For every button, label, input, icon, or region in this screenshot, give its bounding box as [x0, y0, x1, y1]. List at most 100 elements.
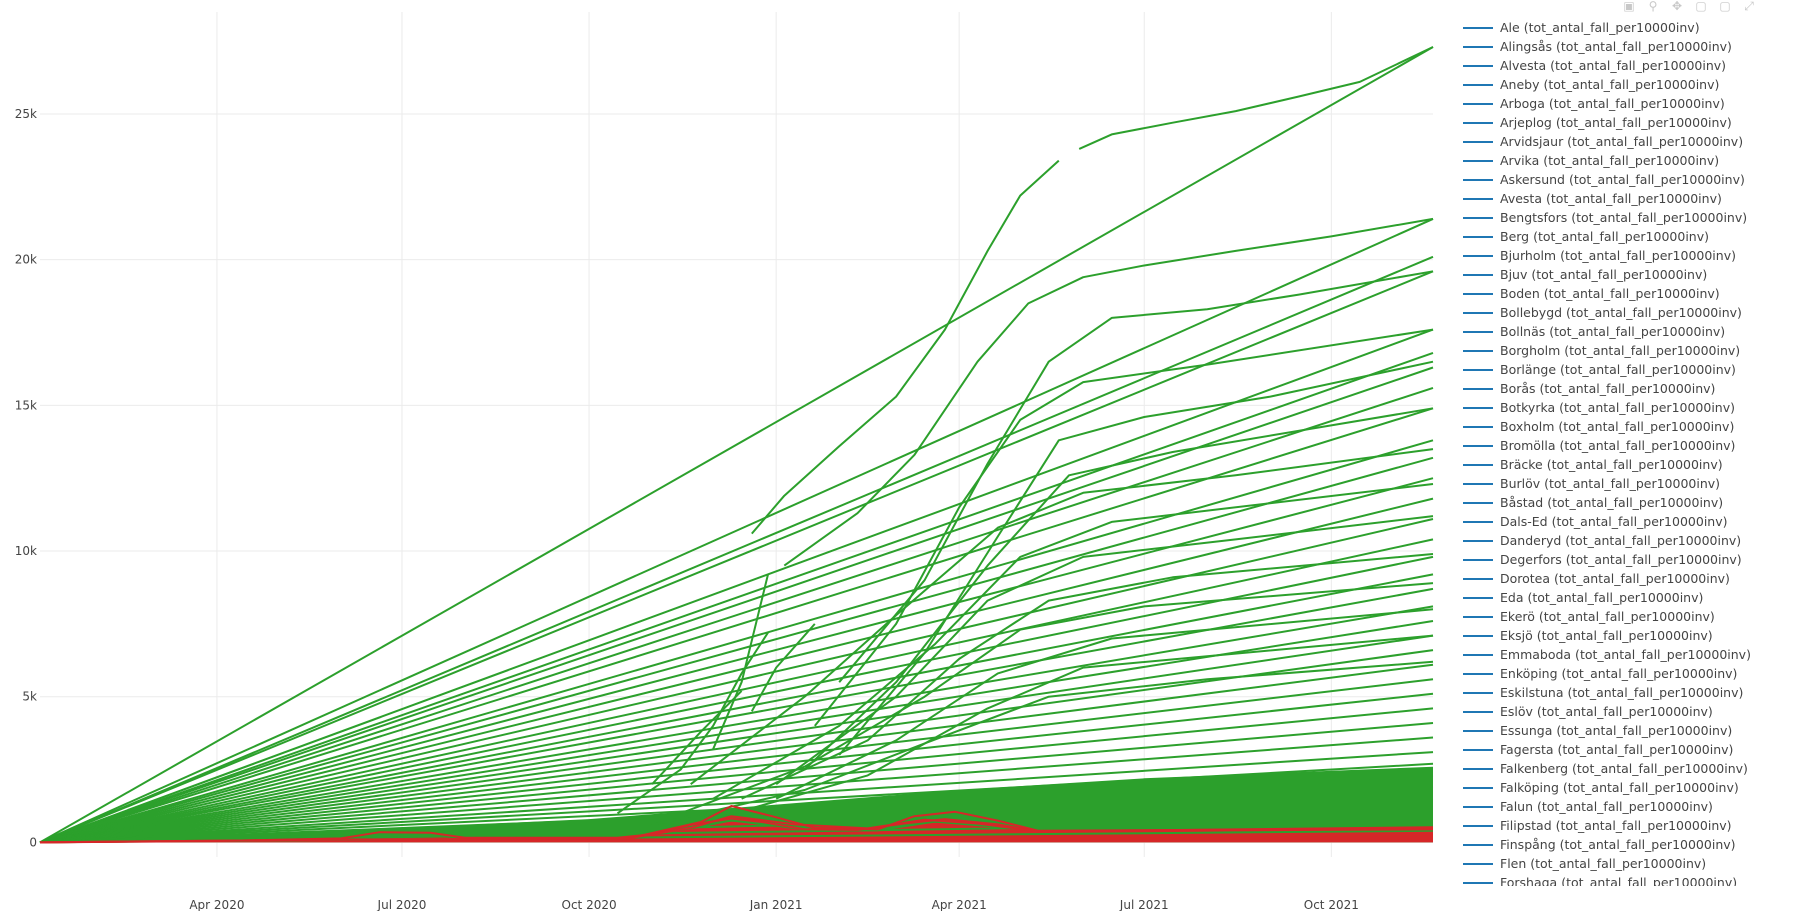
- green-series-line[interactable]: [39, 722, 1434, 844]
- legend-item[interactable]: Falkenberg (tot_antal_fall_per10000inv): [1463, 759, 1748, 778]
- green-series-line[interactable]: [803, 407, 1434, 771]
- legend-item[interactable]: Falun (tot_antal_fall_per10000inv): [1463, 797, 1713, 816]
- legend-item[interactable]: Emmaboda (tot_antal_fall_per10000inv): [1463, 645, 1751, 664]
- camera-icon[interactable]: ▣: [1623, 0, 1635, 13]
- legend-item[interactable]: Danderyd (tot_antal_fall_per10000inv): [1463, 531, 1741, 550]
- green-series-line[interactable]: [39, 255, 1434, 844]
- green-series-line[interactable]: [751, 159, 1060, 535]
- green-series-line[interactable]: [712, 634, 1434, 821]
- legend-item[interactable]: Essunga (tot_antal_fall_per10000inv): [1463, 721, 1732, 740]
- green-series-line[interactable]: [39, 678, 1434, 844]
- legend-item[interactable]: Arvika (tot_antal_fall_per10000inv): [1463, 151, 1719, 170]
- green-series-line[interactable]: [39, 605, 1434, 844]
- pan-icon[interactable]: ✥: [1671, 0, 1683, 13]
- legend-item[interactable]: Borlänge (tot_antal_fall_per10000inv): [1463, 360, 1736, 379]
- legend-item[interactable]: Forshaga (tot_antal_fall_per10000inv): [1463, 873, 1737, 886]
- green-series-line[interactable]: [39, 386, 1434, 844]
- green-series-line[interactable]: [39, 786, 1434, 844]
- green-series-line[interactable]: [39, 573, 1434, 844]
- legend-item[interactable]: Bollebygd (tot_antal_fall_per10000inv): [1463, 303, 1742, 322]
- green-series-line[interactable]: [712, 574, 769, 750]
- green-series-line[interactable]: [690, 448, 1434, 785]
- legend-item[interactable]: Bjuv (tot_antal_fall_per10000inv): [1463, 265, 1707, 284]
- legend-item[interactable]: Arvidsjaur (tot_antal_fall_per10000inv): [1463, 132, 1743, 151]
- green-series-line[interactable]: [39, 692, 1434, 844]
- green-series-line[interactable]: [616, 632, 769, 815]
- green-series-line[interactable]: [39, 538, 1434, 844]
- legend-item[interactable]: Aneby (tot_antal_fall_per10000inv): [1463, 75, 1719, 94]
- legend-item[interactable]: Falköping (tot_antal_fall_per10000inv): [1463, 778, 1739, 797]
- green-series-line[interactable]: [39, 797, 1434, 844]
- legend-item[interactable]: Flen (tot_antal_fall_per10000inv): [1463, 854, 1706, 873]
- green-series-line[interactable]: [39, 270, 1434, 844]
- zoom-out-icon[interactable]: ▢: [1719, 0, 1731, 13]
- green-series-line[interactable]: [39, 774, 1434, 844]
- legend-item[interactable]: Filipstad (tot_antal_fall_per10000inv): [1463, 816, 1732, 835]
- green-series-line[interactable]: [39, 407, 1434, 844]
- green-series-line[interactable]: [651, 690, 743, 785]
- green-series-line[interactable]: [39, 809, 1434, 844]
- green-series-line[interactable]: [712, 483, 1434, 800]
- legend-item[interactable]: Bjurholm (tot_antal_fall_per10000inv): [1463, 246, 1736, 265]
- green-series-line[interactable]: [775, 515, 1434, 786]
- green-series-line[interactable]: [39, 707, 1434, 844]
- autoscale-icon[interactable]: ⤢: [1744, 0, 1754, 13]
- red-series-line[interactable]: [39, 815, 1434, 844]
- legend-item[interactable]: Bollnäs (tot_antal_fall_per10000inv): [1463, 322, 1725, 341]
- green-series-line[interactable]: [39, 555, 1434, 844]
- green-series-line[interactable]: [39, 328, 1434, 844]
- green-series-line[interactable]: [750, 623, 816, 712]
- legend-item[interactable]: Enköping (tot_antal_fall_per10000inv): [1463, 664, 1737, 683]
- legend-item[interactable]: Avesta (tot_antal_fall_per10000inv): [1463, 189, 1722, 208]
- green-series-line[interactable]: [39, 663, 1434, 844]
- legend-item[interactable]: Askersund (tot_antal_fall_per10000inv): [1463, 170, 1745, 189]
- green-series-line[interactable]: [39, 634, 1434, 844]
- green-series-line[interactable]: [39, 217, 1434, 844]
- zoom-icon[interactable]: ⚲: [1648, 0, 1658, 13]
- green-series-line[interactable]: [39, 456, 1434, 844]
- legend-item[interactable]: Eslöv (tot_antal_fall_per10000inv): [1463, 702, 1713, 721]
- green-series-line[interactable]: [775, 608, 1434, 800]
- green-series-line[interactable]: [838, 270, 1434, 683]
- legend-item[interactable]: Eda (tot_antal_fall_per10000inv): [1463, 588, 1703, 607]
- green-series-line[interactable]: [39, 46, 1434, 844]
- legend-item[interactable]: Ale (tot_antal_fall_per10000inv): [1463, 18, 1700, 37]
- legend-item[interactable]: Båstad (tot_antal_fall_per10000inv): [1463, 493, 1723, 512]
- legend-item[interactable]: Dorotea (tot_antal_fall_per10000inv): [1463, 569, 1730, 588]
- legend-item[interactable]: Eskilstuna (tot_antal_fall_per10000inv): [1463, 683, 1743, 702]
- green-series-line[interactable]: [39, 620, 1434, 844]
- legend-item[interactable]: Burlöv (tot_antal_fall_per10000inv): [1463, 474, 1720, 493]
- green-series-line[interactable]: [651, 660, 1434, 826]
- legend-item[interactable]: Bromölla (tot_antal_fall_per10000inv): [1463, 436, 1735, 455]
- legend-item[interactable]: Boxholm (tot_antal_fall_per10000inv): [1463, 417, 1734, 436]
- legend-item[interactable]: Alvesta (tot_antal_fall_per10000inv): [1463, 56, 1726, 75]
- legend-item[interactable]: Boden (tot_antal_fall_per10000inv): [1463, 284, 1720, 303]
- legend-item[interactable]: Finspång (tot_antal_fall_per10000inv): [1463, 835, 1736, 854]
- green-series-line[interactable]: [39, 351, 1434, 844]
- zoom-in-icon[interactable]: ▢: [1695, 0, 1707, 13]
- legend-item[interactable]: Bräcke (tot_antal_fall_per10000inv): [1463, 455, 1723, 474]
- legend-item[interactable]: Borgholm (tot_antal_fall_per10000inv): [1463, 341, 1740, 360]
- green-series-line[interactable]: [39, 366, 1434, 844]
- legend-item[interactable]: Bengtsfors (tot_antal_fall_per10000inv): [1463, 208, 1747, 227]
- green-series-line[interactable]: [39, 751, 1434, 844]
- legend-item[interactable]: Arjeplog (tot_antal_fall_per10000inv): [1463, 113, 1732, 132]
- green-series-line[interactable]: [39, 439, 1434, 844]
- legend-item[interactable]: Eksjö (tot_antal_fall_per10000inv): [1463, 626, 1713, 645]
- legend-item[interactable]: Alingsås (tot_antal_fall_per10000inv): [1463, 37, 1732, 56]
- legend-item[interactable]: Arboga (tot_antal_fall_per10000inv): [1463, 94, 1725, 113]
- green-series-line[interactable]: [39, 736, 1434, 844]
- green-series-line[interactable]: [39, 477, 1434, 844]
- legend-item[interactable]: Dals-Ed (tot_antal_fall_per10000inv): [1463, 512, 1727, 531]
- green-series-line[interactable]: [39, 762, 1434, 844]
- legend-item[interactable]: Botkyrka (tot_antal_fall_per10000inv): [1463, 398, 1735, 417]
- legend-item[interactable]: Fagersta (tot_antal_fall_per10000inv): [1463, 740, 1733, 759]
- green-series-line[interactable]: [39, 497, 1434, 844]
- green-series-line[interactable]: [741, 553, 1434, 800]
- green-series-line[interactable]: [680, 582, 1434, 815]
- legend-item[interactable]: Ekerö (tot_antal_fall_per10000inv): [1463, 607, 1715, 626]
- legend-item[interactable]: Berg (tot_antal_fall_per10000inv): [1463, 227, 1709, 246]
- green-series-line[interactable]: [783, 217, 1434, 567]
- green-series-line[interactable]: [39, 649, 1434, 844]
